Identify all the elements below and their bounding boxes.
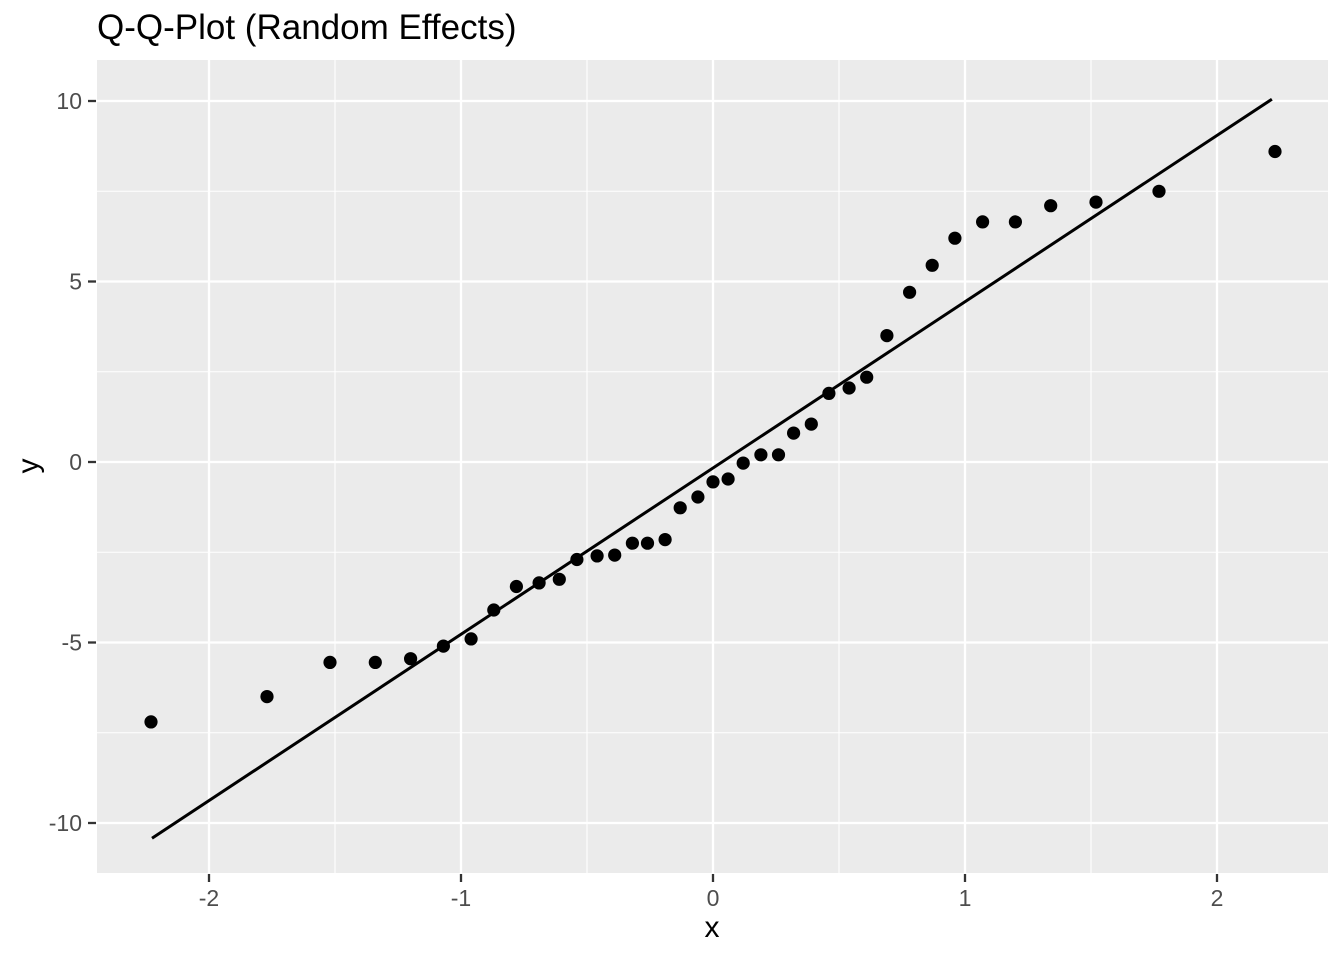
- x-tick-label: 0: [707, 885, 720, 911]
- y-tick-label: -10: [49, 810, 82, 836]
- data-point: [673, 501, 687, 515]
- data-point: [658, 533, 672, 547]
- data-point: [976, 215, 990, 229]
- data-point: [323, 655, 337, 670]
- qq-points: [144, 144, 1282, 729]
- data-point: [1268, 144, 1282, 159]
- data-point: [552, 572, 566, 586]
- data-point: [842, 381, 856, 395]
- data-point: [368, 655, 382, 670]
- y-tick-label: 5: [69, 269, 82, 295]
- qq-reference-line: [151, 97, 1273, 840]
- data-point: [804, 417, 818, 431]
- data-point: [260, 690, 274, 704]
- axis-tick-marks: [88, 99, 1219, 882]
- data-point: [1044, 199, 1058, 213]
- data-point: [509, 579, 523, 594]
- x-tick-label: -2: [199, 885, 219, 911]
- data-point: [736, 456, 750, 470]
- data-point: [903, 285, 917, 299]
- data-point: [404, 652, 418, 666]
- data-point: [640, 536, 655, 550]
- data-point: [144, 715, 158, 729]
- data-point: [860, 370, 874, 384]
- x-tick-label: 1: [959, 885, 972, 911]
- x-axis-title: x: [705, 911, 720, 944]
- data-point: [625, 536, 640, 550]
- y-axis-title: y: [12, 459, 45, 474]
- data-point: [754, 448, 768, 462]
- data-point: [880, 329, 894, 343]
- data-point: [691, 490, 705, 504]
- reference-line: [151, 97, 1273, 840]
- x-tick-label: -1: [451, 885, 471, 911]
- y-tick-label: 10: [56, 88, 82, 114]
- y-tick-label: -5: [62, 630, 82, 656]
- data-point: [925, 258, 939, 272]
- data-point: [1008, 215, 1023, 229]
- data-point: [771, 448, 786, 462]
- data-point: [590, 549, 604, 563]
- data-point: [1089, 195, 1103, 209]
- data-point: [706, 475, 720, 489]
- y-tick-label: 0: [69, 449, 82, 475]
- data-point: [608, 548, 622, 562]
- data-point: [787, 426, 801, 440]
- plot-title: Q-Q-Plot (Random Effects): [97, 8, 516, 47]
- data-point: [1152, 184, 1166, 198]
- data-point: [464, 632, 478, 646]
- data-point: [948, 231, 962, 245]
- data-point: [721, 472, 735, 486]
- x-tick-label: 2: [1211, 885, 1224, 911]
